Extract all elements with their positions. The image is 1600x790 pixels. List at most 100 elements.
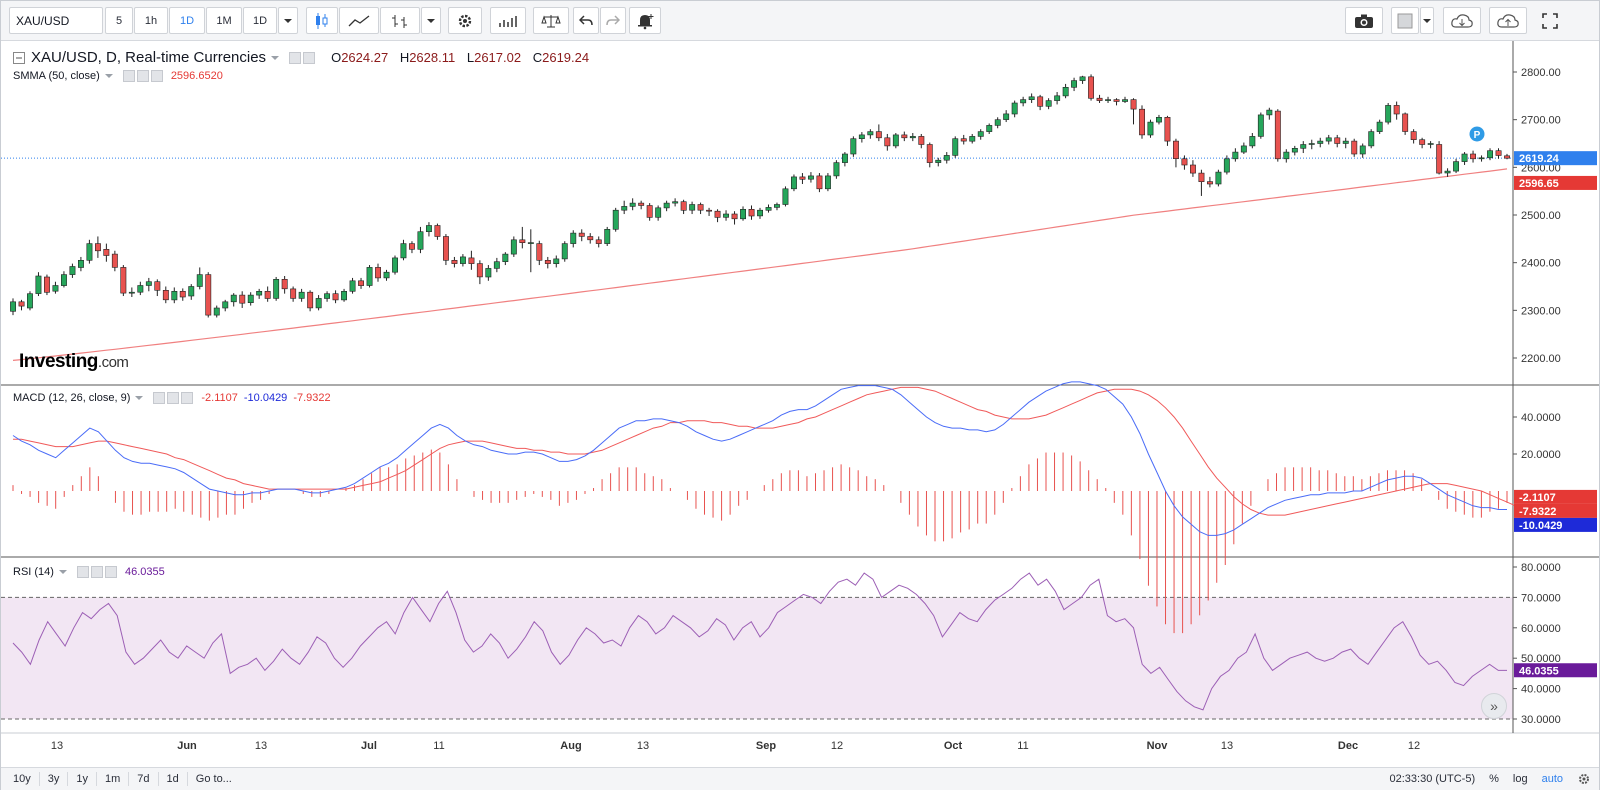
candle-body (1164, 117, 1171, 142)
chart-canvas[interactable]: P 2800.00 2700.00 2600.00 2500.00 2400.00 2300… (1, 41, 1599, 767)
candle-body (926, 144, 933, 163)
candle (646, 203, 653, 221)
scroll-to-realtime-button[interactable]: » (1481, 693, 1507, 719)
log-scale-toggle[interactable]: log (1512, 773, 1528, 785)
candle-body (400, 243, 407, 259)
candle (298, 288, 305, 302)
compare-button[interactable] (533, 7, 569, 34)
interval-5-button[interactable]: 5 (105, 7, 133, 34)
candle-body (1156, 117, 1162, 123)
last-price-tag-text: 2619.24 (1519, 153, 1560, 165)
undo-button[interactable] (573, 7, 599, 34)
candle-body (222, 301, 229, 309)
indicators-button[interactable] (490, 7, 526, 34)
candle-body (1368, 131, 1375, 147)
range-1d-button[interactable]: 1d (159, 772, 188, 786)
candle-body (349, 280, 356, 292)
settings-button[interactable] (448, 7, 482, 34)
chart-style-dropdown[interactable] (421, 7, 441, 34)
candle-body (604, 229, 611, 244)
candle-body (527, 242, 534, 244)
smma-price-tag-text: 2596.65 (1519, 178, 1559, 190)
chevron-down-icon[interactable] (271, 55, 280, 60)
interval-1m-button[interactable]: 1M (206, 7, 242, 34)
candle-body (1376, 121, 1383, 132)
smma-line (12, 168, 1508, 361)
collapse-icon[interactable] (13, 51, 25, 64)
candle-body (1071, 80, 1078, 88)
candles-style-button[interactable] (306, 7, 338, 34)
chevron-down-icon (427, 18, 435, 23)
color-dropdown[interactable] (1420, 7, 1434, 34)
symbol-search-input[interactable] (9, 7, 103, 34)
candle-body (841, 153, 848, 163)
chevron-down-icon[interactable] (135, 396, 144, 400)
legend-controls[interactable] (289, 51, 317, 64)
color-picker-button[interactable] (1391, 7, 1419, 34)
candle-body (986, 125, 993, 132)
candle-body (672, 201, 679, 204)
redo-button[interactable] (600, 7, 626, 34)
gear-icon[interactable] (1577, 772, 1591, 786)
candle (205, 272, 212, 318)
area-chart-icon (348, 14, 370, 26)
chevron-down-icon[interactable] (104, 74, 113, 78)
candle (969, 133, 976, 144)
candle (816, 173, 823, 193)
snapshot-button[interactable] (1345, 7, 1383, 34)
candle (604, 226, 611, 246)
interval-1h-button[interactable]: 1h (134, 7, 168, 34)
candle (663, 200, 670, 212)
candle-body (358, 280, 364, 286)
candle (799, 173, 806, 185)
fullscreen-button[interactable] (1535, 7, 1565, 34)
range-7d-button[interactable]: 7d (129, 772, 159, 786)
candle (358, 277, 364, 289)
candle-body (858, 134, 865, 140)
smma-controls[interactable] (122, 70, 165, 82)
candle (400, 239, 407, 261)
cloud-download-icon (1451, 13, 1473, 28)
candle (26, 291, 33, 311)
range-10y-button[interactable]: 10y (1, 772, 40, 786)
candle (1359, 143, 1366, 158)
load-layout-button[interactable] (1443, 7, 1481, 34)
candle-body (366, 267, 373, 286)
candle-body (1308, 143, 1315, 145)
interval-dropdown-button[interactable] (278, 7, 298, 34)
candle-body (655, 207, 662, 218)
candle (1207, 176, 1213, 188)
area-style-button[interactable] (339, 7, 379, 34)
candle (383, 269, 390, 281)
auto-scale-toggle[interactable]: auto (1541, 773, 1563, 785)
alert-button[interactable] (629, 7, 661, 34)
candle (1037, 94, 1044, 111)
candle-body (875, 131, 882, 139)
range-3y-button[interactable]: 3y (40, 772, 69, 786)
candle (332, 290, 339, 304)
interval-1d-button[interactable]: 1D (169, 7, 205, 34)
rsi-value-tag-bg (1514, 663, 1597, 678)
candle-body (1037, 96, 1044, 107)
candle (256, 288, 263, 299)
candle (43, 274, 50, 296)
range-1m-button[interactable]: 1m (97, 772, 130, 786)
macd-controls[interactable] (153, 392, 195, 404)
go-to-date-button[interactable]: Go to... (195, 773, 232, 785)
bar-style-button[interactable] (380, 7, 420, 34)
range-1y-button[interactable]: 1y (68, 772, 97, 786)
interval-custom-button[interactable]: 1D (243, 7, 277, 34)
chevron-down-icon[interactable] (58, 570, 67, 574)
candle (926, 142, 933, 168)
percent-scale-toggle[interactable]: % (1489, 773, 1499, 785)
candle-body (86, 243, 93, 261)
rsi-controls[interactable] (76, 566, 119, 578)
candle (1325, 134, 1332, 145)
candle-body (663, 202, 670, 209)
candle (757, 207, 764, 219)
candle-body (1274, 110, 1281, 160)
candle-body (1291, 148, 1298, 153)
candle (621, 200, 628, 215)
save-layout-button[interactable] (1489, 7, 1527, 34)
last-price-tag-bg (1514, 151, 1597, 166)
